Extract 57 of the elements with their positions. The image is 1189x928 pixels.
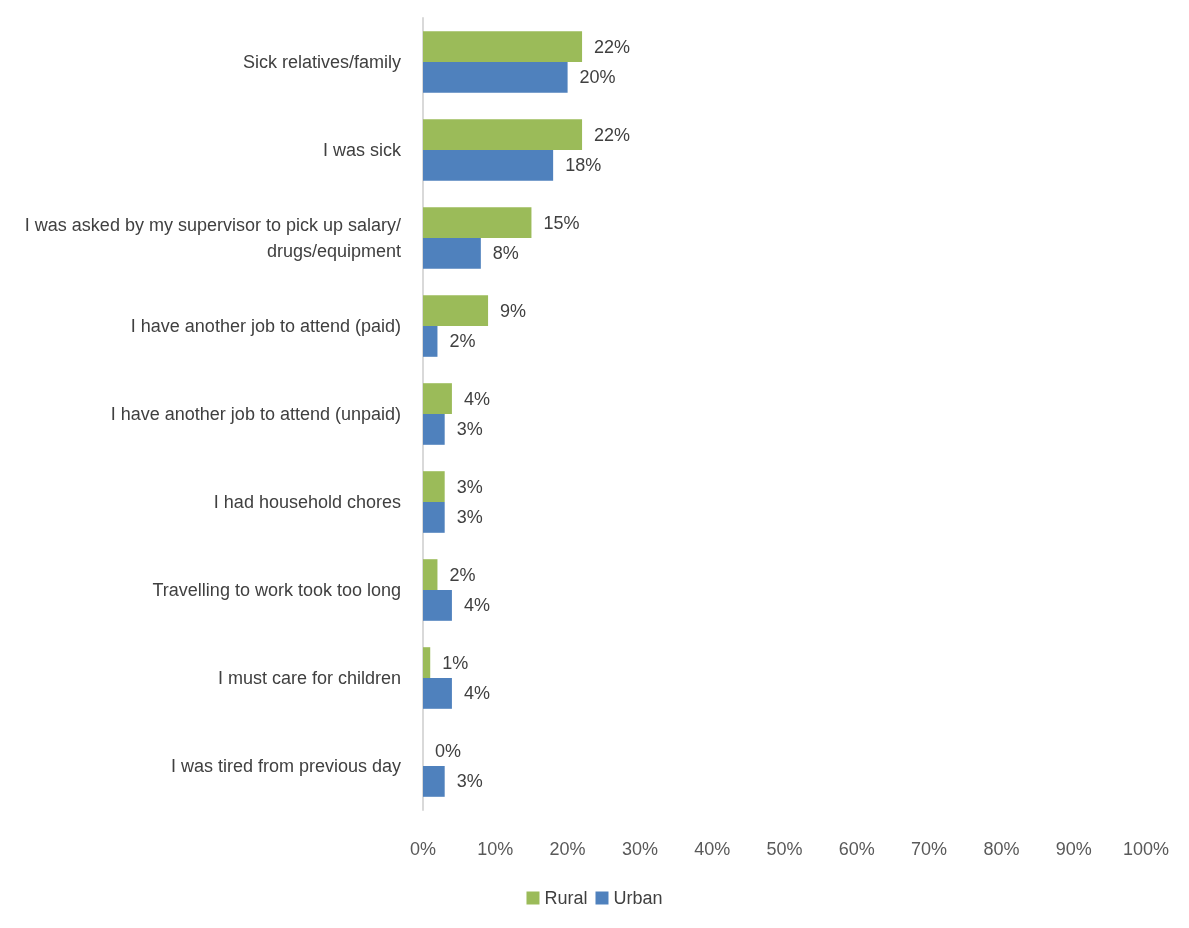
data-label: 22% — [594, 36, 631, 57]
bar — [423, 559, 438, 590]
bar — [423, 207, 532, 238]
bar — [423, 383, 452, 414]
bar — [423, 119, 583, 150]
data-label: 18% — [565, 155, 602, 176]
bar — [423, 295, 489, 326]
data-label: 2% — [449, 564, 476, 585]
x-tick-label: 10% — [477, 839, 514, 859]
bar — [423, 647, 431, 678]
bar — [423, 766, 445, 797]
data-label: 22% — [594, 124, 631, 145]
legend-label: Urban — [613, 888, 663, 908]
x-tick-label: 80% — [983, 839, 1020, 859]
bar — [423, 326, 438, 357]
data-label: 0% — [435, 740, 462, 761]
x-tick-label: 0% — [409, 839, 437, 859]
bar — [423, 590, 452, 621]
bar — [423, 150, 554, 181]
y-tick-label: Travelling to work took too long — [152, 580, 401, 600]
y-tick-label: I was sick — [322, 140, 402, 160]
data-label: 4% — [463, 388, 490, 409]
bar — [423, 502, 445, 533]
data-label: 9% — [500, 300, 527, 321]
y-tick-label: I was asked by my supervisor to pick up salary/drugs/equipment — [24, 215, 401, 261]
x-tick-label: 50% — [766, 839, 803, 859]
y-tick-label: I have another job to attend (unpaid) — [110, 404, 401, 424]
bar — [423, 62, 568, 93]
x-tick-label: 40% — [694, 839, 731, 859]
y-tick-label: I had household chores — [213, 492, 401, 512]
bar — [423, 678, 452, 709]
bar — [423, 471, 445, 502]
data-label: 3% — [456, 771, 483, 792]
y-tick-label: I must care for children — [217, 668, 401, 688]
y-tick-label: Sick relatives/family — [242, 52, 401, 72]
x-tick-label: 60% — [838, 839, 875, 859]
x-tick-label: 70% — [911, 839, 948, 859]
data-label: 2% — [449, 331, 476, 352]
bar — [423, 238, 481, 269]
y-tick-label: I was tired from previous day — [170, 756, 401, 776]
x-tick-label: 90% — [1055, 839, 1092, 859]
x-tick-label: 30% — [621, 839, 658, 859]
bar — [423, 31, 583, 62]
data-label: 3% — [456, 419, 483, 440]
data-label: 20% — [579, 67, 616, 88]
x-tick-label: 20% — [549, 839, 586, 859]
y-tick-label: I have another job to attend (paid) — [130, 316, 401, 336]
bar — [423, 414, 445, 445]
data-label: 4% — [463, 595, 490, 616]
data-label: 1% — [442, 652, 469, 673]
data-label: 3% — [456, 476, 483, 497]
data-label: 15% — [543, 212, 580, 233]
data-label: 8% — [492, 243, 519, 264]
legend-label: Rural — [544, 888, 588, 908]
x-tick-label: 100% — [1122, 839, 1170, 859]
data-label: 4% — [463, 683, 490, 704]
data-label: 3% — [456, 507, 483, 528]
